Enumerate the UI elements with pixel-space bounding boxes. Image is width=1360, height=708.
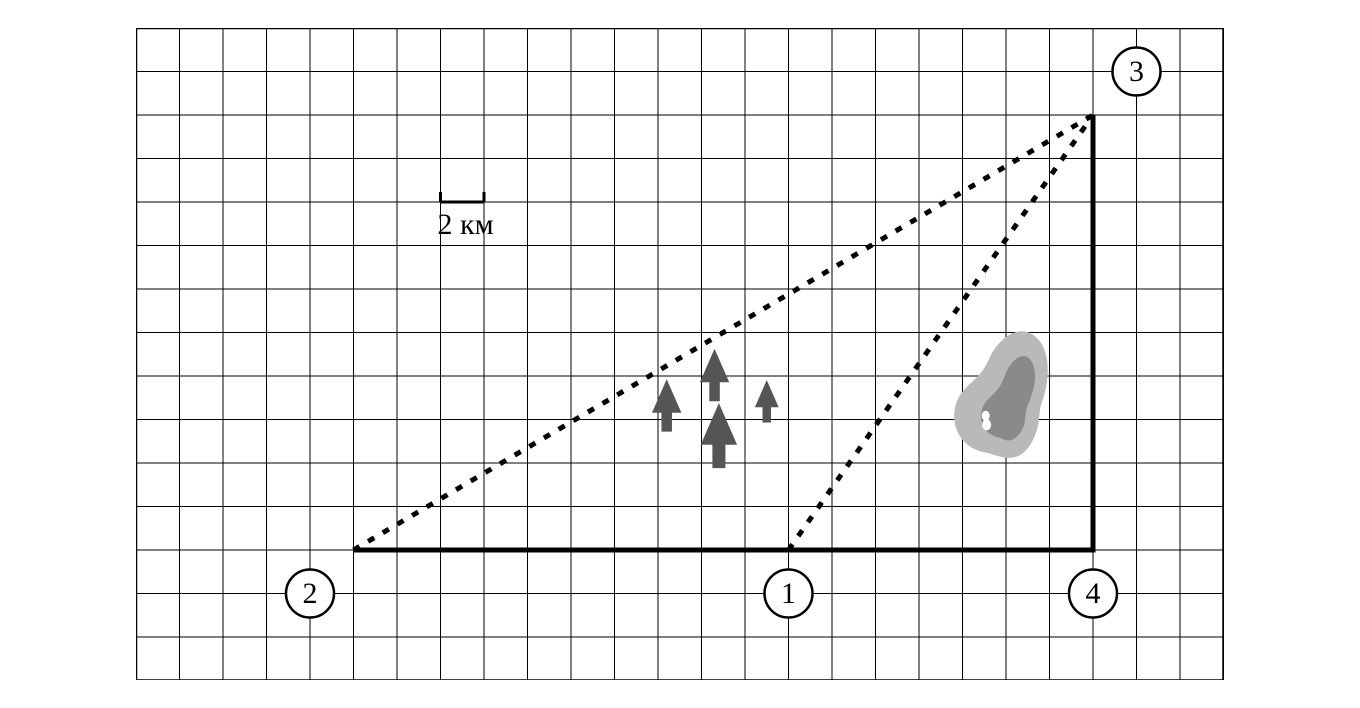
point-2-label: 2 [303, 577, 318, 610]
point-2: 2 [286, 569, 334, 617]
point-3-label: 3 [1129, 55, 1144, 88]
point-4-label: 4 [1086, 577, 1101, 610]
point-4: 4 [1069, 569, 1117, 617]
scale-label: 2 км [438, 208, 494, 241]
point-1-label: 1 [781, 577, 796, 610]
map-stage: 2 км 1 2 3 4 [136, 28, 1224, 681]
point-3: 3 [1113, 47, 1161, 95]
map-svg: 2 км 1 2 3 4 [136, 28, 1224, 681]
point-1: 1 [765, 569, 813, 617]
